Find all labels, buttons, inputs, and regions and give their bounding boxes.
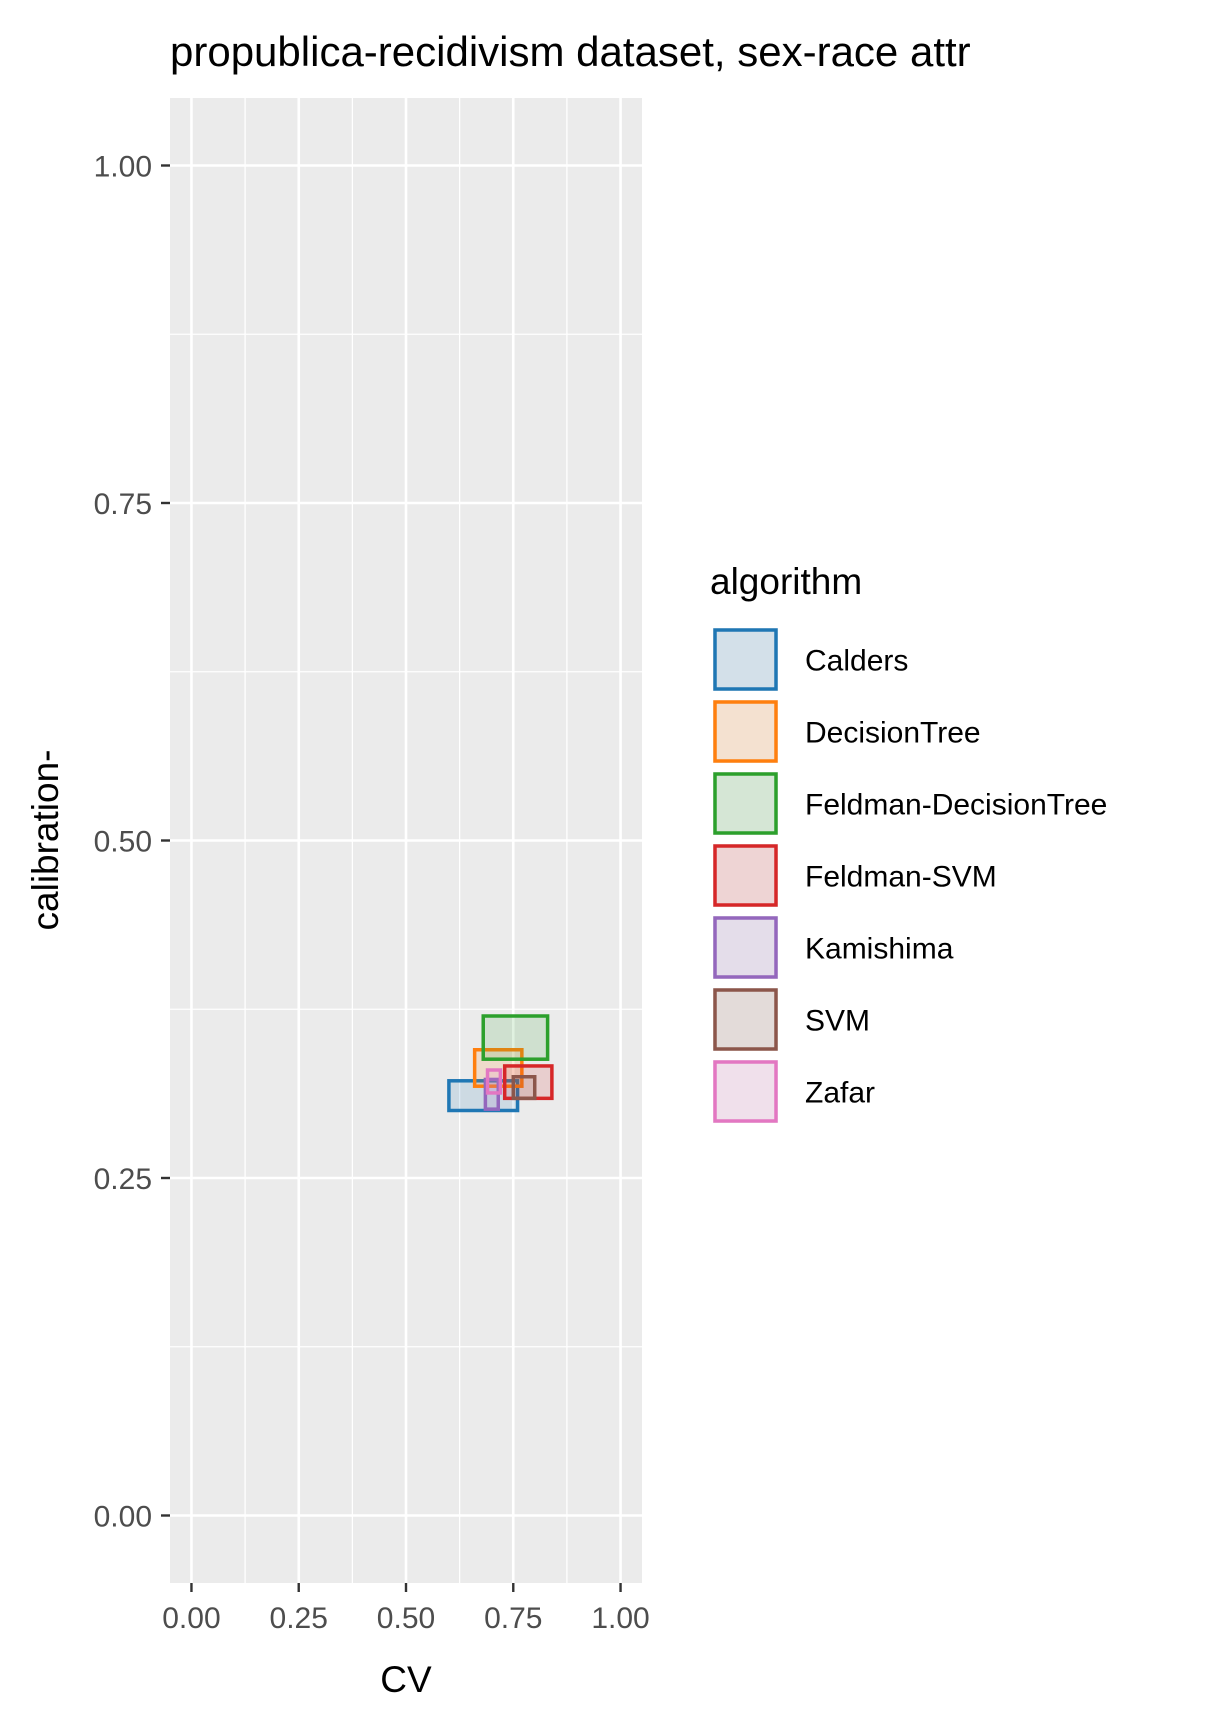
y-tick-label: 1.00 [94,151,152,184]
legend-label: Calders [805,645,908,678]
rect-zafar [485,1068,503,1095]
y-axis: 0.00 0.25 0.50 0.75 1.00 [94,151,170,1534]
x-tick-label: 0.25 [270,1602,328,1635]
legend-key-bg [713,772,778,835]
legend-key-bg [713,844,778,907]
legend-title: algorithm [710,561,862,602]
legend-key-calders [713,628,778,691]
legend-key-svm [713,988,778,1051]
y-tick-label: 0.50 [94,826,152,859]
chart-title: propublica-recidivism dataset, sex-race … [170,28,971,75]
legend-key-bg [713,916,778,979]
legend-key-decisiontree [713,700,778,763]
legend-key-bg [713,700,778,763]
y-axis-title: calibration- [25,750,66,931]
x-tick-label: 0.50 [377,1602,435,1635]
legend-label: Feldman-SVM [805,861,997,894]
y-tick-label: 0.00 [94,1501,152,1534]
x-tick-label: 0.00 [162,1602,220,1635]
legend-key-zafar [713,1060,778,1123]
legend-label: Feldman-DecisionTree [805,789,1107,822]
legend: algorithm Calders DecisionTree Feldman-Dec… [710,561,1107,1123]
x-tick-label: 1.00 [591,1602,649,1635]
x-axis-title: CV [380,1659,432,1700]
rect-svm [511,1075,537,1101]
legend-key-bg [713,1060,778,1123]
legend-label: Zafar [805,1077,875,1110]
legend-key-bg [713,988,778,1051]
data-rects [447,1014,554,1113]
legend-key-feldman-decisiontree [713,772,778,835]
y-tick-label: 0.25 [94,1163,152,1196]
rect-feldman-decisiontree [481,1014,550,1061]
legend-label: DecisionTree [805,717,981,750]
x-tick-label: 0.75 [484,1602,542,1635]
legend-key-kamishima [713,916,778,979]
legend-key-feldman-svm [713,844,778,907]
gridlines [170,98,642,1583]
legend-key-bg [713,628,778,691]
x-axis: 0.00 0.25 0.50 0.75 1.00 [162,1583,650,1635]
legend-label: Kamishima [805,933,954,966]
legend-label: SVM [805,1005,870,1038]
y-tick-label: 0.75 [94,488,152,521]
